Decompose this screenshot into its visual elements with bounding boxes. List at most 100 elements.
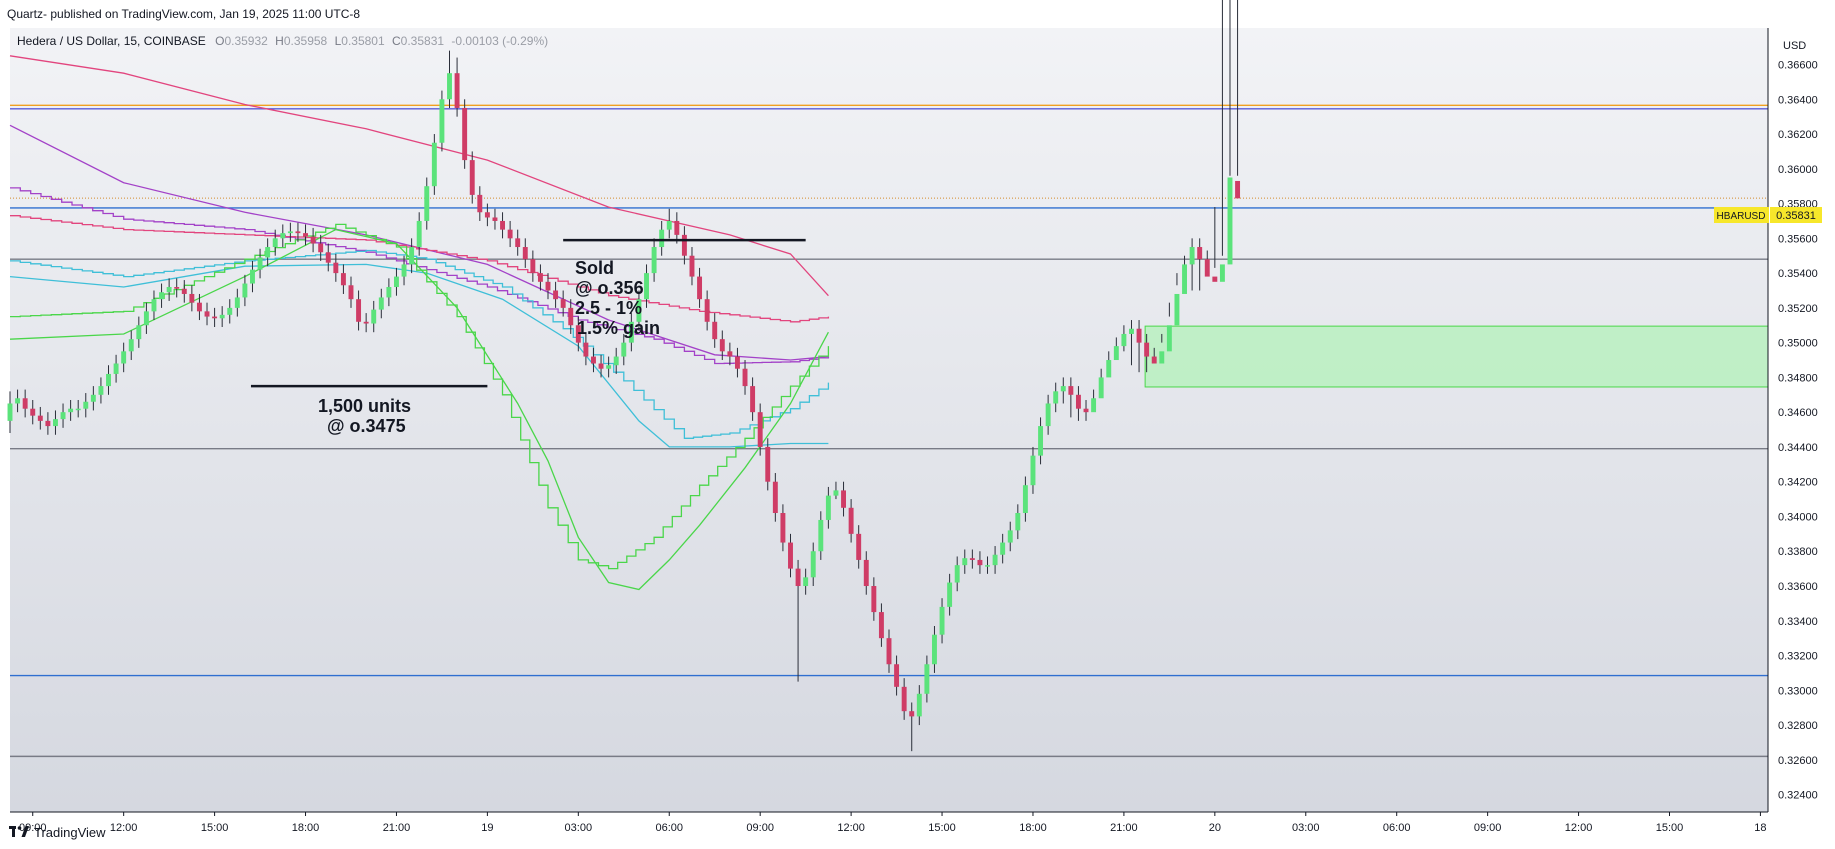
candle-body[interactable] [1219, 264, 1225, 282]
candle-body[interactable] [98, 386, 104, 395]
candle-body[interactable] [689, 255, 695, 277]
candle-body[interactable] [666, 220, 672, 230]
candle-body[interactable] [659, 229, 665, 248]
candle-body[interactable] [242, 283, 248, 298]
candle-body[interactable] [227, 307, 233, 315]
candle-body[interactable] [886, 638, 892, 665]
candle-body[interactable] [159, 292, 165, 300]
candle-body[interactable] [772, 481, 778, 514]
candle-body[interactable] [469, 160, 475, 195]
candle-body[interactable] [962, 558, 968, 566]
candle-body[interactable] [818, 519, 824, 552]
candle-body[interactable] [560, 299, 566, 308]
candle-body[interactable] [53, 419, 58, 427]
candle-body[interactable] [765, 446, 771, 482]
candle-body[interactable] [219, 314, 225, 319]
candle-body[interactable] [151, 299, 157, 312]
candle-body[interactable] [121, 351, 127, 364]
candle-body[interactable] [83, 401, 89, 409]
candle-body[interactable] [454, 73, 460, 108]
candle-body[interactable] [295, 231, 301, 234]
candle-body[interactable] [1227, 177, 1233, 265]
candle-body[interactable] [651, 247, 657, 274]
candle-body[interactable] [1159, 351, 1165, 364]
candle-body[interactable] [75, 408, 81, 411]
candle-body[interactable] [68, 408, 74, 413]
candle-body[interactable] [204, 311, 210, 317]
candle-body[interactable] [106, 373, 111, 387]
candle-body[interactable] [1022, 485, 1028, 514]
candle-body[interactable] [37, 415, 43, 421]
candle-body[interactable] [393, 276, 399, 288]
candle-body[interactable] [189, 293, 195, 303]
candle-body[interactable] [636, 299, 642, 322]
candle-body[interactable] [325, 252, 331, 263]
candle-body[interactable] [916, 693, 922, 717]
candle-body[interactable] [1007, 530, 1013, 543]
candle-body[interactable] [522, 247, 528, 260]
candle-body[interactable] [280, 233, 286, 239]
candle-body[interactable] [1106, 360, 1112, 378]
candle-body[interactable] [30, 408, 36, 416]
candle-body[interactable] [1151, 356, 1157, 364]
candle-body[interactable] [780, 513, 786, 543]
candle-body[interactable] [621, 342, 627, 357]
candle-body[interactable] [553, 290, 559, 300]
candle-body[interactable] [310, 236, 316, 244]
candle-body[interactable] [1136, 328, 1142, 343]
candle-body[interactable] [1045, 403, 1051, 427]
candle-body[interactable] [7, 403, 13, 421]
candle-body[interactable] [856, 533, 862, 560]
candle-body[interactable] [136, 325, 142, 340]
candle-body[interactable] [1197, 247, 1203, 260]
candle-body[interactable] [750, 386, 756, 413]
candle-body[interactable] [825, 495, 831, 520]
candle-body[interactable] [606, 365, 612, 369]
tradingview-brand[interactable]: TradingView [9, 822, 106, 842]
candle-body[interactable] [591, 356, 596, 364]
candle-body[interactable] [386, 287, 392, 298]
candle-body[interactable] [477, 194, 483, 213]
candle-body[interactable] [196, 302, 202, 312]
candle-body[interactable] [697, 276, 703, 300]
candle-body[interactable] [174, 287, 180, 289]
candle-body[interactable] [803, 577, 809, 587]
candle-body[interactable] [318, 243, 324, 253]
candle-body[interactable] [424, 186, 430, 221]
candle-body[interactable] [939, 606, 945, 635]
candle-body[interactable] [932, 634, 937, 665]
candle-body[interactable] [1091, 398, 1097, 413]
candle-body[interactable] [1083, 408, 1089, 413]
candle-body[interactable] [409, 247, 415, 265]
candle-body[interactable] [250, 269, 255, 284]
candle-body[interactable] [545, 281, 551, 291]
candle-body[interactable] [537, 273, 543, 282]
candle-body[interactable] [22, 398, 28, 409]
candle-body[interactable] [1121, 333, 1127, 347]
candle-body[interactable] [712, 321, 718, 340]
candle-body[interactable] [901, 686, 907, 712]
candle-body[interactable] [1235, 180, 1241, 199]
candle-body[interactable] [1015, 513, 1021, 531]
candle-body[interactable] [60, 412, 66, 420]
candle-body[interactable] [1182, 264, 1187, 294]
candle-body[interactable] [848, 507, 854, 534]
candle-body[interactable] [340, 273, 346, 286]
candle-body[interactable] [947, 582, 953, 607]
candle-body[interactable] [841, 490, 846, 508]
currency-label[interactable]: USD [1783, 40, 1806, 52]
candle-body[interactable] [90, 394, 96, 402]
candle-body[interactable] [734, 356, 740, 369]
candle-body[interactable] [333, 262, 339, 274]
candle-body[interactable] [613, 356, 619, 366]
candle-body[interactable] [788, 542, 793, 569]
candle-body[interactable] [507, 229, 513, 239]
candle-body[interactable] [969, 558, 975, 560]
candle-body[interactable] [742, 368, 748, 387]
candle-body[interactable] [1075, 394, 1081, 409]
candle-body[interactable] [954, 565, 960, 583]
candle-body[interactable] [15, 398, 21, 404]
candle-body[interactable] [909, 711, 915, 717]
candle-body[interactable] [500, 220, 506, 230]
